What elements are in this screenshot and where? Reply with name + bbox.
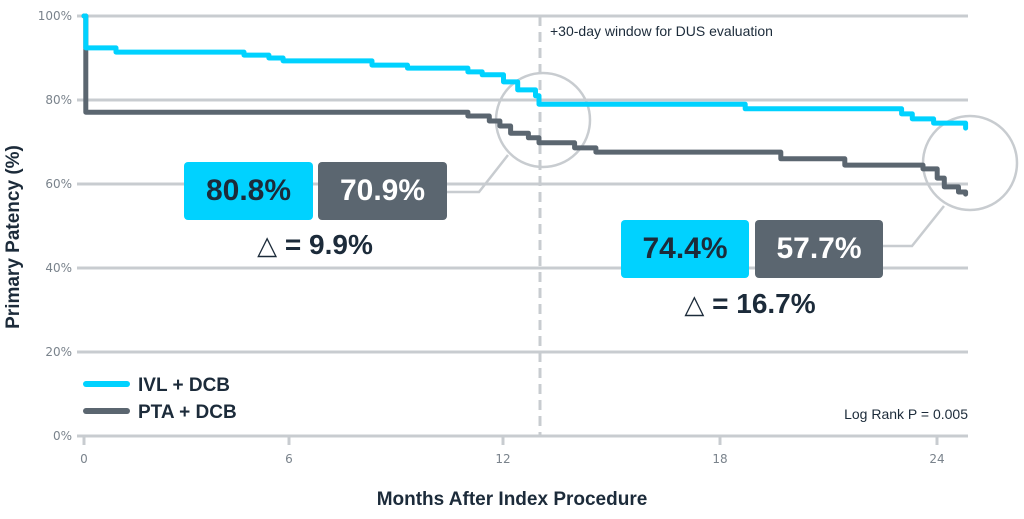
callout-circle-24mo — [921, 114, 1019, 212]
x-tick-12: 12 — [495, 452, 510, 466]
x-tick-labels: 0 6 12 18 24 — [80, 452, 944, 466]
log-rank-p-value: Log Rank P = 0.005 — [844, 406, 968, 422]
delta-value-24mo: = 16.7% — [712, 288, 816, 319]
delta-icon: △ — [257, 230, 278, 260]
y-axis-title: Primary Patency (%) — [3, 145, 24, 329]
legend-label-pta: PTA + DCB — [138, 402, 237, 423]
callout-circle-12mo — [494, 71, 592, 169]
y-tick-100: 100% — [38, 9, 72, 23]
y-tick-20: 20% — [45, 345, 72, 359]
pta-value-box-24mo: 57.7% — [755, 220, 883, 278]
y-tick-40: 40% — [45, 261, 72, 275]
x-tick-marks — [82, 436, 939, 445]
x-tick-0: 0 — [80, 452, 88, 466]
delta-value-12mo: = 9.9% — [284, 229, 373, 260]
x-axis-title: Months After Index Procedure — [377, 489, 648, 510]
legend-label-ivl: IVL + DCB — [138, 375, 230, 396]
callout-leader-12mo — [447, 154, 509, 194]
x-tick-6: 6 — [285, 452, 293, 466]
pta-dcb-curve — [81, 13, 969, 197]
delta-12mo: △ = 9.9% — [215, 229, 415, 261]
x-tick-18: 18 — [712, 452, 727, 466]
y-tick-0: 0% — [53, 429, 72, 443]
dus-window-note: +30-day window for DUS evaluation — [550, 23, 773, 39]
ivl-value-box-12mo: 80.8% — [184, 162, 313, 220]
ivl-value-box-24mo: 74.4% — [621, 220, 749, 278]
pta-value-box-12mo: 70.9% — [318, 162, 447, 220]
callout-leader-24mo — [883, 205, 945, 248]
y-tick-80: 80% — [45, 93, 72, 107]
y-tick-labels: 100% 80% 60% 40% 20% 0% — [38, 9, 72, 443]
x-tick-24: 24 — [929, 452, 944, 466]
legend: IVL + DCB PTA + DCB — [83, 375, 237, 423]
y-tick-60: 60% — [45, 177, 72, 191]
delta-24mo: △ = 16.7% — [650, 288, 850, 320]
ivl-dcb-curve — [81, 13, 969, 131]
delta-icon: △ — [684, 289, 705, 319]
